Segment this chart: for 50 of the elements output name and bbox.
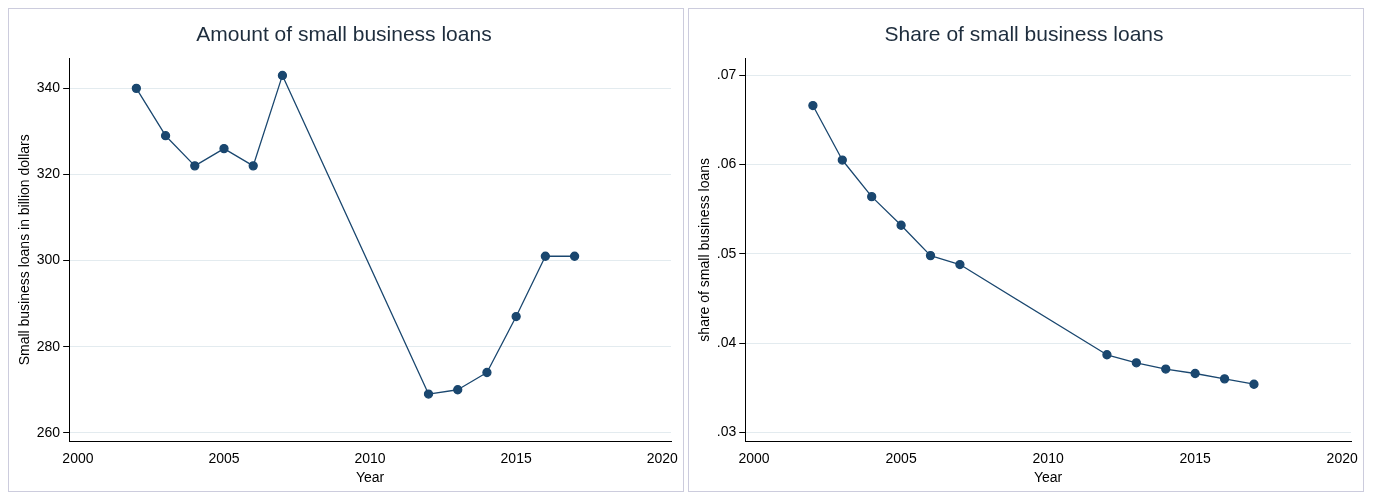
y-tick-label: .05 (716, 244, 737, 261)
point (1249, 379, 1259, 389)
point (1161, 364, 1171, 374)
x-tick-label: 2000 (62, 449, 94, 466)
y-tick-label: .07 (716, 66, 737, 83)
x-tick-label: 2015 (1179, 449, 1211, 466)
x-tick-label: 2000 (738, 449, 770, 466)
point (423, 389, 434, 399)
point (925, 250, 936, 261)
y-tick-label: 320 (36, 165, 61, 182)
y-tick-label: 300 (36, 251, 61, 268)
point (540, 251, 551, 261)
point (453, 385, 463, 395)
point (219, 143, 229, 154)
x-axis-title: Year (1033, 469, 1063, 486)
y-tick-label: .03 (716, 423, 737, 440)
point (248, 161, 258, 171)
point (1131, 358, 1141, 368)
point (896, 220, 906, 230)
point (160, 131, 171, 141)
y-tick-label: 260 (36, 423, 61, 440)
point (511, 311, 521, 322)
x-tick-label: 2015 (500, 449, 532, 466)
y-axis-title: Small business loans in billion dollars (16, 134, 33, 366)
point (569, 251, 580, 261)
point (190, 161, 200, 171)
x-tick-label: 2020 (646, 449, 679, 466)
y-axis-title: share of small business loans (696, 157, 713, 342)
y-tick-label: .06 (716, 155, 737, 172)
y-tick-label: .04 (716, 334, 737, 350)
point (955, 259, 965, 270)
x-tick-label: 2010 (354, 449, 386, 466)
chart-title: Amount of small business loans (196, 22, 492, 46)
point (1219, 374, 1230, 384)
chart-title: Share of small business loans (884, 22, 1164, 46)
x-tick-label: 2005 (885, 449, 917, 466)
x-tick-label: 2005 (208, 449, 240, 466)
point (1190, 368, 1200, 379)
x-tick-label: 2010 (1032, 449, 1064, 466)
point (808, 100, 818, 111)
x-axis-title: Year (355, 469, 385, 486)
point (867, 192, 877, 202)
point (837, 155, 847, 165)
point (131, 83, 141, 93)
point (1102, 350, 1112, 360)
y-tick-label: 340 (36, 79, 61, 96)
y-tick-label: 280 (36, 337, 61, 354)
point (277, 70, 288, 81)
point (482, 367, 492, 378)
x-tick-label: 2020 (1326, 449, 1358, 466)
